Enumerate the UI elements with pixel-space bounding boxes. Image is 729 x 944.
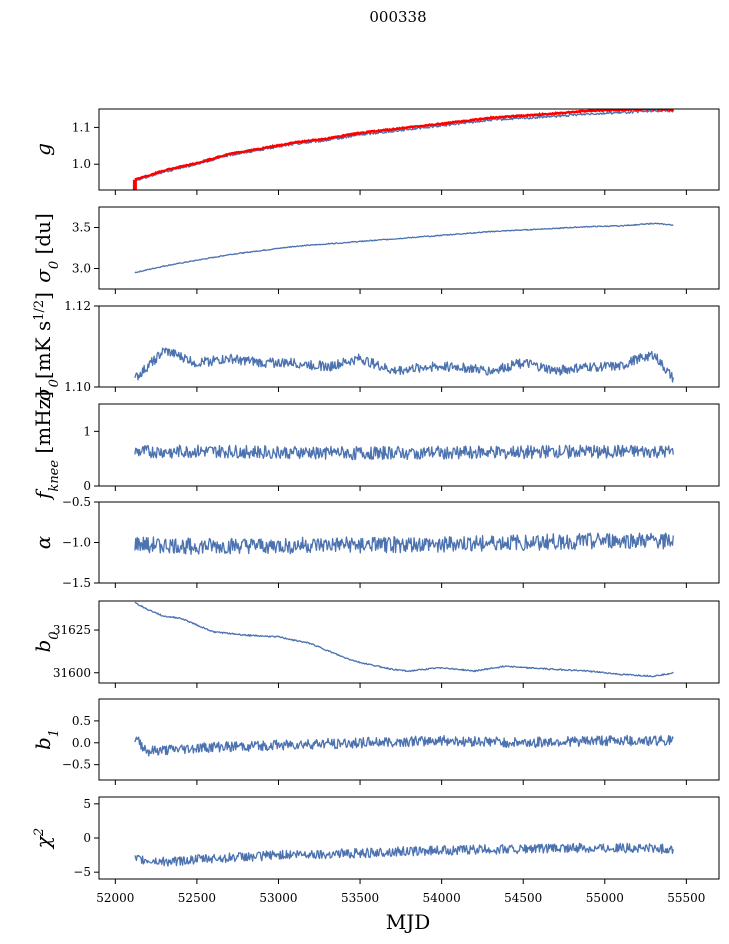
- panel-b1: −0.5 0.0 0.5 b1: [31, 698, 720, 785]
- y-axis-label-b1: b1: [31, 729, 62, 750]
- axes-frame-g: [98, 108, 720, 191]
- y-tick-label: 0.5: [72, 714, 91, 728]
- y-tick-label: 1.1: [72, 120, 91, 134]
- series-line-chi2: [134, 842, 674, 867]
- y-tick-label: −1.0: [62, 536, 91, 550]
- figure-title: 000338: [369, 8, 426, 26]
- panel-sigma0_du: 3.0 3.5 σ0 [du]: [31, 206, 720, 294]
- y-tick-label: −5: [73, 865, 91, 879]
- x-tick-label: 55000: [586, 891, 624, 905]
- y-axis-label-b0: b0: [31, 631, 62, 652]
- axes-frame-sigma0_mk: [98, 305, 720, 388]
- y-tick-label: 1.0: [72, 157, 91, 171]
- y-tick-label: 31625: [53, 623, 91, 637]
- y-tick-label: 0: [83, 831, 91, 845]
- y-axis-label-sigma0_du: σ0 [du]: [31, 213, 62, 283]
- series-line-sigma0_mk: [134, 347, 674, 383]
- axes-frame-b1: [98, 698, 720, 781]
- y-tick-label: −0.5: [62, 495, 91, 509]
- series-line-b1: [134, 734, 674, 757]
- y-tick-label: 0: [83, 479, 91, 493]
- panel-fknee: 0 1 fknee [mHz]: [31, 391, 720, 501]
- x-tick-label: 54000: [423, 891, 461, 905]
- y-axis-label-alpha: α: [31, 535, 55, 549]
- axes-frame-chi2: [98, 796, 720, 880]
- y-tick-label: −0.5: [62, 758, 91, 772]
- x-tick-label: 52500: [178, 891, 216, 905]
- y-tick-label: 0.0: [72, 736, 91, 750]
- x-tick-label: 54500: [504, 891, 542, 905]
- y-tick-label: −1.5: [62, 576, 91, 590]
- y-tick-label: 3.5: [72, 221, 91, 235]
- x-axis-label: MJD: [386, 910, 431, 934]
- y-tick-label: 5: [83, 797, 91, 811]
- x-tick-label: 53500: [341, 891, 379, 905]
- y-axis-label-g: g: [31, 143, 55, 156]
- y-tick-label: 1: [83, 424, 91, 438]
- y-axis-label-chi2: χ2: [31, 828, 55, 850]
- axes-frame-b0: [98, 600, 720, 684]
- y-tick-label: 31600: [53, 666, 91, 680]
- series-line-fknee: [134, 444, 674, 461]
- panel-alpha: −1.5 −1.0 −0.5 α: [31, 495, 720, 590]
- x-axis-ticks: 52000 52500 53000 53500 54000 54500 55000 55500: [96, 891, 705, 905]
- x-tick-label: 53000: [259, 891, 297, 905]
- series-line-sigma0_du: [134, 222, 674, 274]
- series-line-alpha: [134, 532, 674, 555]
- x-tick-label: 52000: [96, 891, 134, 905]
- y-axis-label-sigma0_mk: σ0[mK s1/2]: [31, 292, 62, 401]
- y-tick-label: 1.10: [64, 380, 91, 394]
- series-line-b0: [134, 601, 674, 678]
- series-line-g-0: [134, 109, 675, 181]
- x-tick-label: 55500: [667, 891, 705, 905]
- panel-chi2: −5 0 5 χ2: [31, 796, 720, 884]
- y-axis-label-fknee: fknee [mHz]: [31, 391, 62, 501]
- axes-frame-sigma0_du: [98, 206, 720, 290]
- panel-g: 1.0 1.1 g: [31, 108, 720, 195]
- y-tick-label: 3.0: [72, 262, 91, 276]
- axes-frame-fknee: [98, 403, 720, 487]
- y-tick-label: 1.12: [64, 299, 91, 313]
- series-line-g: [134, 109, 674, 182]
